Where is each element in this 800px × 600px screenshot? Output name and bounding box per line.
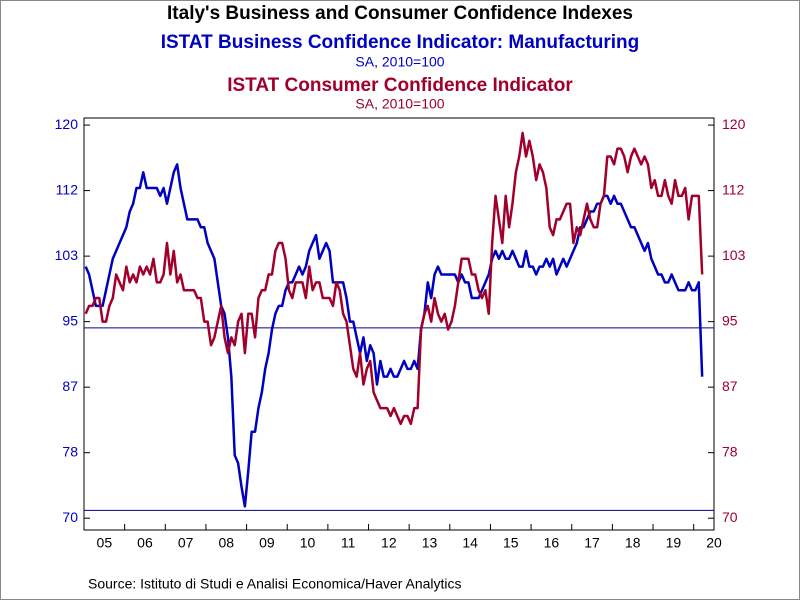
- x-tick-label: 12: [381, 535, 397, 551]
- y2-tick-label: 87: [722, 378, 738, 394]
- series-line: [84, 131, 704, 426]
- x-tick-label: 20: [706, 535, 722, 551]
- y-tick-label: 103: [55, 247, 79, 263]
- y2-tick-label: 112: [722, 181, 745, 197]
- x-tick-label: 16: [544, 535, 560, 551]
- series-unit: SA, 2010=100: [355, 54, 444, 70]
- y2-tick-label: 95: [722, 312, 738, 328]
- source: Source: Istituto di Studi e Analisi Econ…: [88, 576, 462, 592]
- y2-tick-label: 70: [722, 509, 738, 525]
- x-tick-label: 14: [462, 535, 478, 551]
- series-unit: SA, 2010=100: [355, 96, 444, 112]
- x-tick-label: 11: [341, 535, 356, 551]
- x-tick-label: 08: [218, 535, 234, 551]
- y-tick-label: 112: [56, 181, 79, 197]
- y-tick-label: 70: [62, 509, 78, 525]
- y-tick-label: 87: [62, 378, 78, 394]
- y-tick-label: 78: [62, 443, 78, 459]
- y2-tick-label: 120: [722, 116, 746, 132]
- y2-tick-label: 103: [722, 247, 746, 263]
- x-tick-label: 17: [584, 535, 600, 551]
- series-title: ISTAT Consumer Confidence Indicator: [227, 75, 573, 96]
- x-tick-label: 13: [422, 535, 438, 551]
- x-tick-label: 05: [97, 535, 113, 551]
- y-tick-label: 95: [62, 312, 78, 328]
- x-tick-label: 10: [300, 535, 316, 551]
- y2-tick-label: 78: [722, 443, 738, 459]
- x-tick-label: 19: [666, 535, 682, 551]
- x-tick-label: 07: [178, 535, 194, 551]
- plot-area: [83, 117, 715, 531]
- series-title: ISTAT Business Confidence Indicator: Man…: [161, 32, 640, 53]
- x-tick-label: 06: [137, 535, 153, 551]
- x-tick-label: 09: [259, 535, 275, 551]
- y-tick-label: 120: [55, 116, 79, 132]
- x-tick-label: 18: [625, 535, 641, 551]
- chart-title: Italy's Business and Consumer Confidence…: [167, 3, 633, 24]
- x-tick-label: 15: [503, 535, 519, 551]
